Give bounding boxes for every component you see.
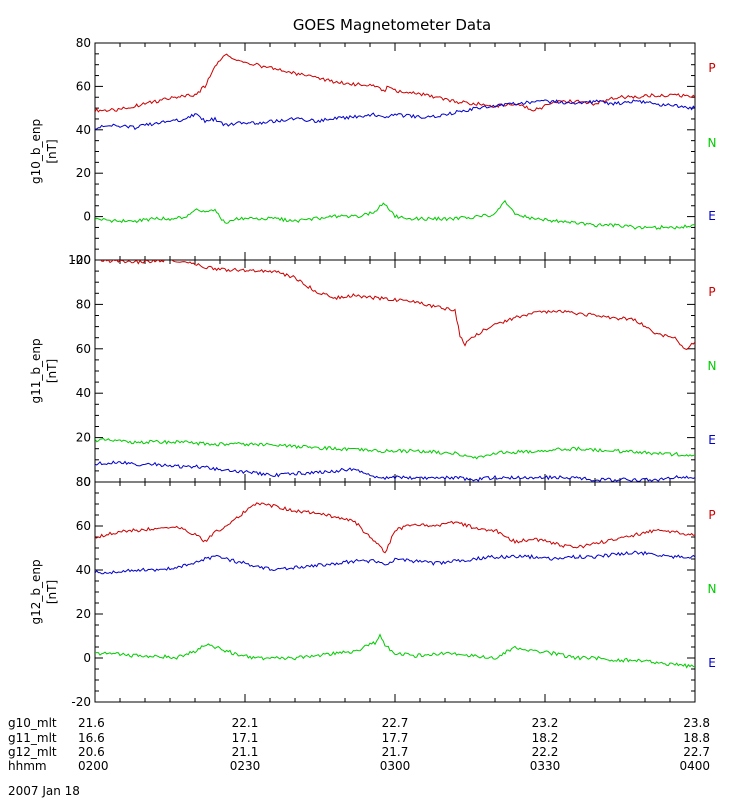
footer-value: 22.1 bbox=[232, 716, 259, 730]
panel-2: 0 20 40 60 80 100 g11_b_enp [nT] P N E bbox=[29, 253, 716, 489]
legend-P: P bbox=[708, 61, 715, 75]
series-N-line bbox=[95, 633, 695, 669]
legend-N: N bbox=[708, 359, 717, 373]
footer-value: 0200 bbox=[78, 759, 109, 773]
y-tick-label: 40 bbox=[76, 123, 91, 137]
footer-value: 23.2 bbox=[532, 716, 559, 730]
footer-value: 21.7 bbox=[382, 745, 409, 759]
y-axis-label: g11_b_enp bbox=[29, 338, 43, 403]
legend-N: N bbox=[708, 136, 717, 150]
date-label: 2007 Jan 18 bbox=[8, 784, 80, 798]
y-tick-label: 60 bbox=[76, 342, 91, 356]
footer-table: g10_mlt 21.6 22.1 22.7 23.2 23.8 g11_mlt 16.6 17… bbox=[8, 716, 710, 773]
panel-frame bbox=[94, 42, 696, 261]
footer-value: 0300 bbox=[380, 759, 411, 773]
legend-E: E bbox=[708, 656, 716, 670]
y-axis-unit: [nT] bbox=[45, 580, 59, 604]
footer-row-label: g11_mlt bbox=[8, 731, 57, 745]
y-tick-label: -20 bbox=[71, 253, 91, 267]
y-axis-label: g12_b_enp bbox=[29, 559, 43, 624]
y-tick-label: -20 bbox=[71, 695, 91, 709]
y-tick-label: 40 bbox=[76, 563, 91, 577]
footer-value: 0230 bbox=[230, 759, 261, 773]
y-tick-label: 20 bbox=[76, 166, 91, 180]
footer-row-label: g10_mlt bbox=[8, 716, 57, 730]
footer-value: 18.2 bbox=[532, 731, 559, 745]
legend-P: P bbox=[708, 285, 715, 299]
panel-3: -20 0 20 40 60 80 g12_b_enp [nT] P N E bbox=[29, 475, 716, 709]
legend-N: N bbox=[708, 582, 717, 596]
legend-E: E bbox=[708, 209, 716, 223]
series-P-line bbox=[95, 53, 695, 113]
y-tick-label: 0 bbox=[83, 475, 91, 489]
legend-E: E bbox=[708, 433, 716, 447]
footer-value: 16.6 bbox=[78, 731, 105, 745]
footer-value: 0400 bbox=[679, 759, 710, 773]
footer-value: 0330 bbox=[530, 759, 561, 773]
y-axis-label: g10_b_enp bbox=[29, 119, 43, 184]
footer-value: 21.1 bbox=[232, 745, 259, 759]
panel-frame bbox=[94, 481, 696, 703]
y-tick-label: 60 bbox=[76, 79, 91, 93]
footer-value: 22.7 bbox=[382, 716, 409, 730]
footer-value: 20.6 bbox=[78, 745, 105, 759]
y-tick-label: 80 bbox=[76, 36, 91, 50]
series-E-line bbox=[95, 460, 695, 482]
footer-row-label: hhmm bbox=[8, 759, 47, 773]
series-N-line bbox=[95, 437, 695, 460]
series-N-line bbox=[95, 199, 695, 230]
y-tick-label: 80 bbox=[76, 297, 91, 311]
y-axis-unit: [nT] bbox=[45, 139, 59, 163]
chart-title: GOES Magnetometer Data bbox=[293, 16, 491, 34]
y-tick-label: 40 bbox=[76, 386, 91, 400]
y-tick-label: 60 bbox=[76, 519, 91, 533]
footer-value: 23.8 bbox=[683, 716, 710, 730]
series-E-line bbox=[95, 99, 695, 131]
y-axis-unit: [nT] bbox=[45, 359, 59, 383]
series-E-line bbox=[95, 550, 695, 575]
footer-value: 17.7 bbox=[382, 731, 409, 745]
y-tick-label: 0 bbox=[83, 651, 91, 665]
panel-frame bbox=[94, 259, 696, 483]
y-tick-label: 80 bbox=[76, 475, 91, 489]
panel-1: -20 0 20 40 60 80 g10_b_enp [nT] P N E bbox=[29, 36, 716, 267]
y-tick-label: 0 bbox=[83, 210, 91, 224]
series-P-line bbox=[95, 502, 695, 554]
y-tick-label: 20 bbox=[76, 607, 91, 621]
footer-value: 22.7 bbox=[683, 745, 710, 759]
y-tick-label: 20 bbox=[76, 431, 91, 445]
series-P-line bbox=[100, 260, 695, 350]
footer-value: 17.1 bbox=[232, 731, 259, 745]
footer-value: 18.8 bbox=[683, 731, 710, 745]
footer-value: 21.6 bbox=[78, 716, 105, 730]
footer-row-label: g12_mlt bbox=[8, 745, 57, 759]
footer-value: 22.2 bbox=[532, 745, 559, 759]
y-tick-label: 100 bbox=[68, 253, 91, 267]
legend-P: P bbox=[708, 508, 715, 522]
